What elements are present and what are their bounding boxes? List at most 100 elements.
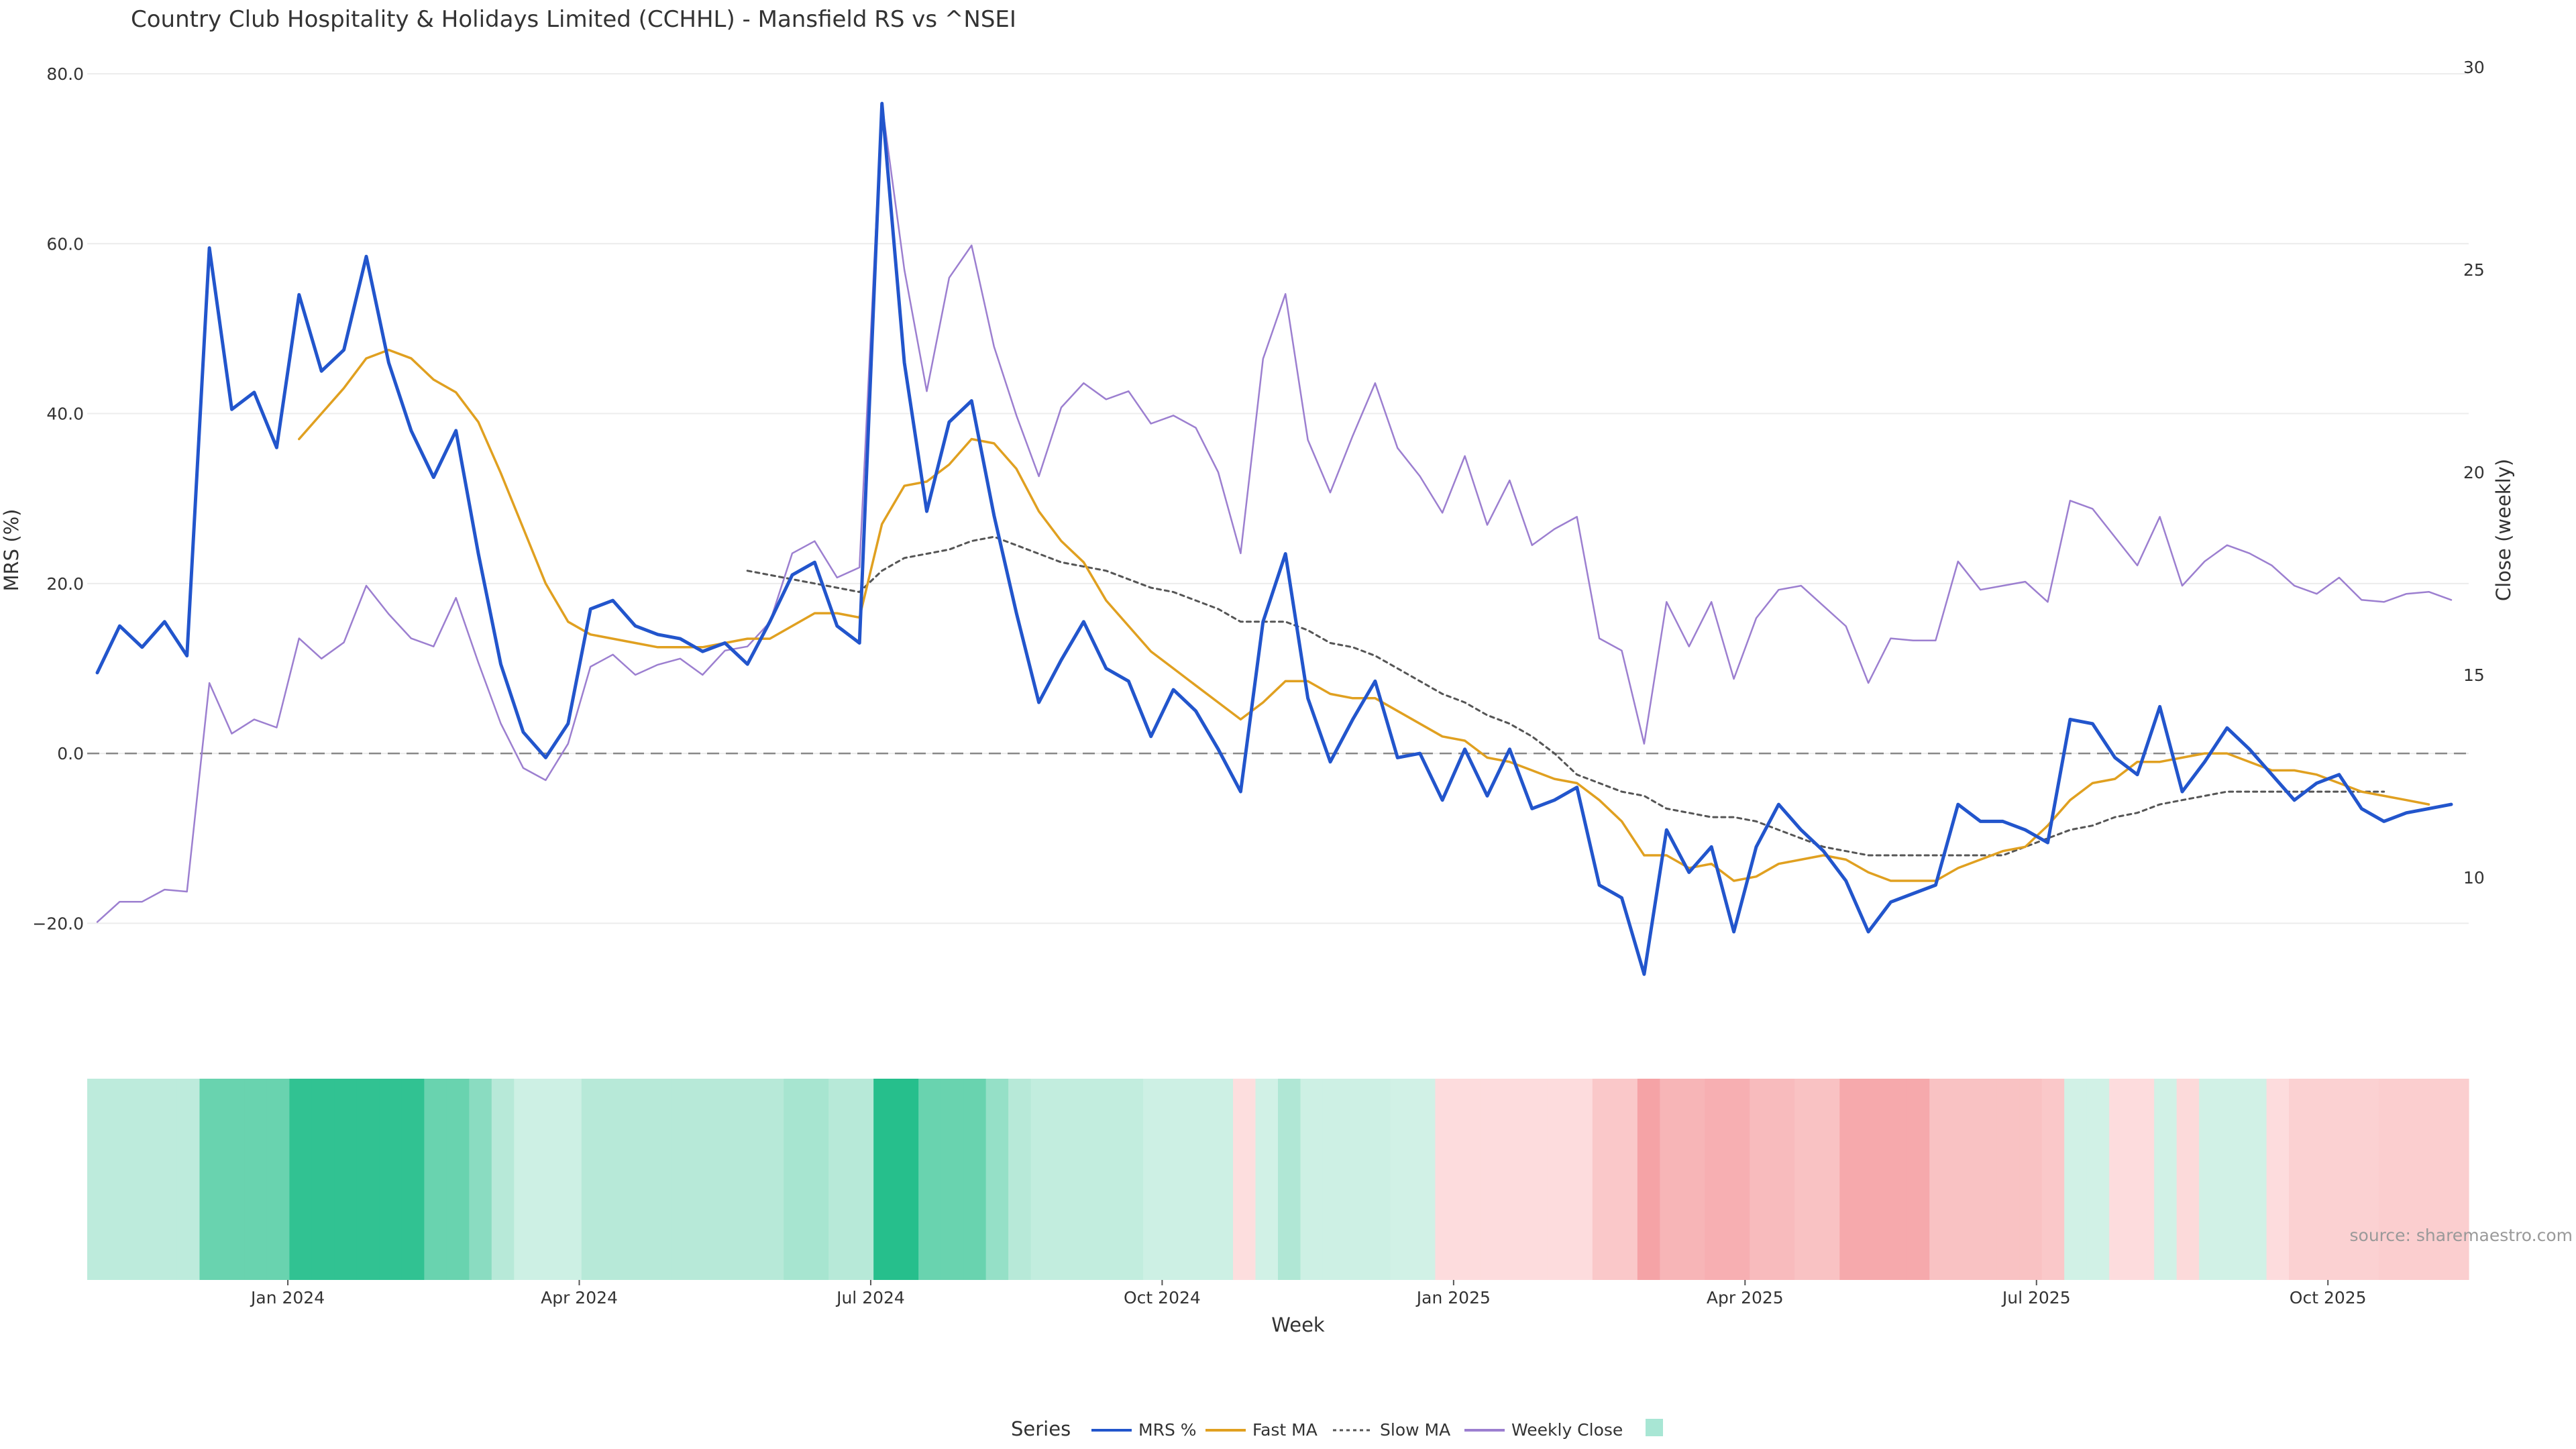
heatmap-cell: [1008, 1079, 1032, 1280]
legend[interactable]: Series MRS % Fast MA Slow MA Weekly Close: [1011, 1417, 1663, 1440]
heatmap-cell: [1300, 1079, 1324, 1280]
heatmap-cell: [1278, 1079, 1301, 1280]
heatmap-cell: [604, 1079, 627, 1280]
heatmap-cell: [1098, 1079, 1122, 1280]
legend-title: Series: [1011, 1417, 1071, 1440]
heatmap-cell: [446, 1079, 470, 1280]
heatmap-cell: [1412, 1079, 1436, 1280]
heatmap-cell: [626, 1079, 649, 1280]
heatmap-cell: [1884, 1079, 1908, 1280]
series-fast-ma-line: [298, 348, 2430, 882]
heatmap-cell: [1547, 1079, 1570, 1280]
heatmap-cell: [985, 1079, 1009, 1280]
heatmap-cell: [1188, 1079, 1212, 1280]
series-slow-ma-line: [746, 535, 2385, 857]
heatmap-cell: [334, 1079, 358, 1280]
heatmap-cell: [2401, 1079, 2424, 1280]
heatmap-cell: [536, 1079, 559, 1280]
y-left-tick-label: 20.0: [46, 574, 84, 594]
heatmap-cell: [1390, 1079, 1413, 1280]
series-mrs-line: [95, 101, 2453, 976]
heatmap-cell: [2311, 1079, 2334, 1280]
heatmap-cell: [1075, 1079, 1099, 1280]
heatmap-cell: [896, 1079, 919, 1280]
heatmap-cell: [2266, 1079, 2290, 1280]
legend-item[interactable]: Weekly Close: [1464, 1420, 1623, 1440]
heatmap-cell: [1367, 1079, 1391, 1280]
legend-item[interactable]: Slow MA: [1333, 1420, 1450, 1440]
chart-title: Country Club Hospitality & Holidays Limi…: [131, 6, 1016, 33]
heatmap-cell: [1570, 1079, 1593, 1280]
heatmap-cell: [1637, 1079, 1660, 1280]
heatmap-cell: [424, 1079, 447, 1280]
heatmap-cell: [2041, 1079, 2065, 1280]
heatmap-cell: [581, 1079, 604, 1280]
heatmap-cell: [1907, 1079, 1930, 1280]
heatmap-cell: [1951, 1079, 1975, 1280]
y-left-tick-label: 60.0: [46, 234, 84, 254]
legend-item[interactable]: Fast MA: [1205, 1420, 1318, 1440]
heatmap-cell: [2244, 1079, 2267, 1280]
heatmap-cell: [694, 1079, 717, 1280]
heatmap-cell: [2289, 1079, 2312, 1280]
y-right-tick-label: 30: [2463, 58, 2485, 77]
heatmap-cell: [559, 1079, 582, 1280]
y-axis-left-title: MRS (%): [0, 509, 23, 592]
heatmap-cell: [1974, 1079, 1998, 1280]
legend-label: Slow MA: [1380, 1420, 1450, 1440]
heatmap-cell: [2446, 1079, 2469, 1280]
heatmap-cell: [1233, 1079, 1256, 1280]
heatmap-strip: [87, 1079, 2469, 1280]
axis-layer: 80.0 60.0 40.0 20.0 0.0 −20.0 30 25 20 15 10 Jan 20…: [32, 58, 2484, 1307]
heatmap-cell: [1457, 1079, 1481, 1280]
heatmap-cell: [221, 1079, 246, 1280]
heatmap-cell: [311, 1079, 335, 1280]
heatmap-cell: [2154, 1079, 2178, 1280]
heatmap-cell: [87, 1079, 111, 1280]
heatmap-cell: [1345, 1079, 1368, 1280]
heatmap-cell: [649, 1079, 672, 1280]
y-left-tick-label: 80.0: [46, 64, 84, 84]
heatmap-cell: [1750, 1079, 1773, 1280]
heatmap-cell: [941, 1079, 964, 1280]
heatmap-cell: [2109, 1079, 2133, 1280]
y-right-tick-label: 20: [2463, 463, 2485, 482]
heatmap-cell: [469, 1079, 492, 1280]
legend-item[interactable]: MRS %: [1091, 1420, 1197, 1440]
x-tick-label: Jan 2025: [1415, 1288, 1491, 1307]
heatmap-cell: [1053, 1079, 1077, 1280]
heatmap-cell: [806, 1079, 829, 1280]
x-tick-label: Jan 2024: [250, 1288, 325, 1307]
heatmap-cell: [379, 1079, 402, 1280]
y-right-tick-label: 15: [2463, 665, 2485, 685]
heatmap-cell: [176, 1079, 201, 1280]
heatmap-cell: [1502, 1079, 1525, 1280]
heatmap-cell: [2221, 1079, 2245, 1280]
x-tick-label: Jul 2024: [835, 1288, 905, 1307]
legend-label: MRS %: [1138, 1420, 1197, 1440]
heatmap-cell: [1165, 1079, 1189, 1280]
heatmap-cell: [199, 1079, 223, 1280]
heatmap-cell: [2064, 1079, 2088, 1280]
legend-swatch: [1646, 1419, 1663, 1436]
heatmap-cell: [1592, 1079, 1615, 1280]
heatmap-cell: [1727, 1079, 1750, 1280]
heatmap-cell: [784, 1079, 807, 1280]
heatmap-cell: [761, 1079, 784, 1280]
heatmap-cell: [131, 1079, 156, 1280]
x-tick-label: Oct 2024: [1124, 1288, 1201, 1307]
heatmap-cell: [2086, 1079, 2110, 1280]
x-tick-label: Apr 2024: [541, 1288, 618, 1307]
series-layer: [95, 101, 2453, 976]
source-note: source: sharemaestro.com: [2350, 1226, 2573, 1245]
heatmap-cell: [739, 1079, 762, 1280]
heatmap-cell: [2131, 1079, 2155, 1280]
heatmap-cell: [1525, 1079, 1548, 1280]
heatmap-cell: [1705, 1079, 1728, 1280]
heatmap-cell: [918, 1079, 942, 1280]
heatmap-cell: [716, 1079, 739, 1280]
legend-item[interactable]: [1646, 1419, 1663, 1436]
heatmap-cell: [2019, 1079, 2043, 1280]
heatmap-cell: [671, 1079, 694, 1280]
